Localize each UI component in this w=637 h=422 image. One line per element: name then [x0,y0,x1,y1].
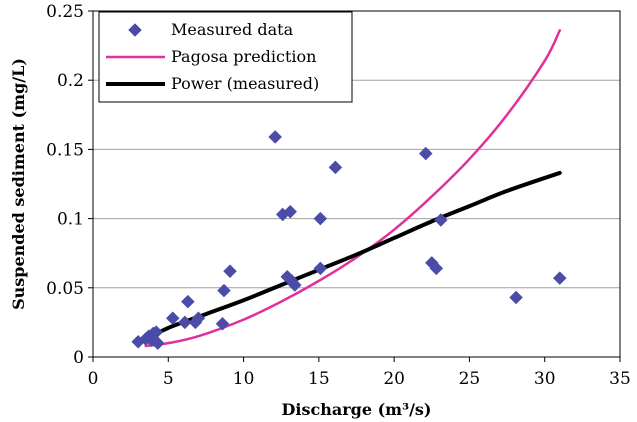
data-point [181,294,195,309]
x-tick-label: 30 [534,369,556,389]
legend: Measured data Pagosa prediction Power (mea… [98,11,353,103]
x-tick-label: 10 [233,369,255,389]
data-point [283,204,298,219]
y-tick-label: 0.25 [46,2,84,22]
y-tick-label: 0.2 [57,71,84,91]
data-point [223,264,237,279]
data-point [165,311,180,326]
data-point [433,213,448,227]
power-measured-line [136,170,562,346]
x-tick-label: 15 [308,369,330,389]
y-tick-label: 0.05 [46,279,84,299]
legend-label: Power (measured) [171,74,319,93]
data-point [217,283,231,298]
axis-ticks: 0 0.05 0.1 0.15 0.2 0.25 0 5 10 15 20 25 30 35 [46,2,631,389]
data-point [429,261,444,276]
data-point [150,336,165,351]
x-tick-label: 35 [609,369,631,389]
legend-label: Pagosa prediction [171,47,316,66]
data-point [268,130,283,144]
data-point [552,271,567,285]
x-tick-label: 20 [383,369,405,389]
series-layer [131,29,567,351]
data-point [418,146,433,161]
x-axis-title: Discharge (m³/s) [282,400,432,419]
data-point [328,160,343,175]
legend-label: Measured data [171,20,294,39]
y-axis-title: Suspended sediment (mg/L) [9,58,28,310]
y-tick-label: 0.1 [57,210,84,230]
data-point [215,316,230,331]
x-tick-label: 25 [459,369,481,389]
y-tick-label: 0.15 [46,140,84,160]
pagosa-prediction-line [144,29,562,348]
legend-marker [128,23,142,37]
x-tick-label: 0 [88,369,99,389]
data-point [313,211,328,226]
plot-area-frame [92,10,621,358]
data-point [177,315,192,330]
data-point [313,261,328,276]
data-point [509,290,523,305]
data-point [191,311,206,326]
y-tick-label: 0 [73,348,84,368]
data-point [287,278,302,292]
x-tick-label: 5 [163,369,174,389]
